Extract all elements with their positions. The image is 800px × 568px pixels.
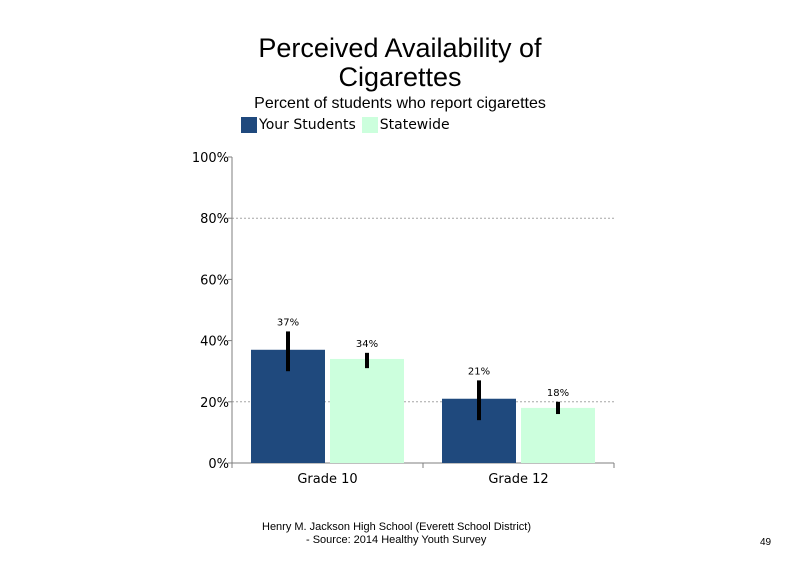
- bar-1-0: [330, 358, 404, 463]
- y-tick-label: 0%: [208, 457, 229, 472]
- data-label-1-1: 18%: [547, 388, 569, 399]
- chart-title: Perceived Availability of Cigarettes: [0, 34, 800, 92]
- legend-label-your-students: Your Students: [259, 117, 356, 133]
- footer-school: Henry M. Jackson High School (Everett Sc…: [262, 521, 531, 533]
- footer-source: - Source: 2014 Healthy Youth Survey: [306, 534, 487, 546]
- y-tick-label: 20%: [200, 396, 229, 411]
- chart-subtitle: Percent of students who report cigarette…: [254, 95, 546, 112]
- legend-item-statewide: Statewide: [361, 117, 450, 133]
- legend-label-statewide: Statewide: [379, 117, 450, 133]
- y-tick-label: 100%: [192, 151, 229, 166]
- chart-title-line-1: Perceived Availability of: [258, 33, 542, 63]
- chart-title-line-2: Cigarettes: [338, 62, 462, 92]
- data-label-1-0: 34%: [356, 339, 378, 350]
- data-label-0-0: 37%: [277, 317, 299, 328]
- legend-swatch-your-students: [241, 117, 257, 133]
- x-tick-label-1: Grade 12: [488, 472, 548, 487]
- x-tick-label-0: Grade 10: [297, 472, 357, 487]
- legend-item-your-students: Your Students: [241, 117, 356, 133]
- page-number: 49: [760, 537, 772, 548]
- bar-1-1: [521, 407, 595, 463]
- y-tick-label: 80%: [200, 212, 229, 227]
- y-tick-label: 40%: [200, 335, 229, 350]
- y-tick-label: 60%: [200, 273, 229, 288]
- data-label-0-1: 21%: [468, 366, 490, 377]
- legend-swatch-statewide: [361, 117, 378, 133]
- chart-legend: Your Students Statewide: [241, 117, 456, 133]
